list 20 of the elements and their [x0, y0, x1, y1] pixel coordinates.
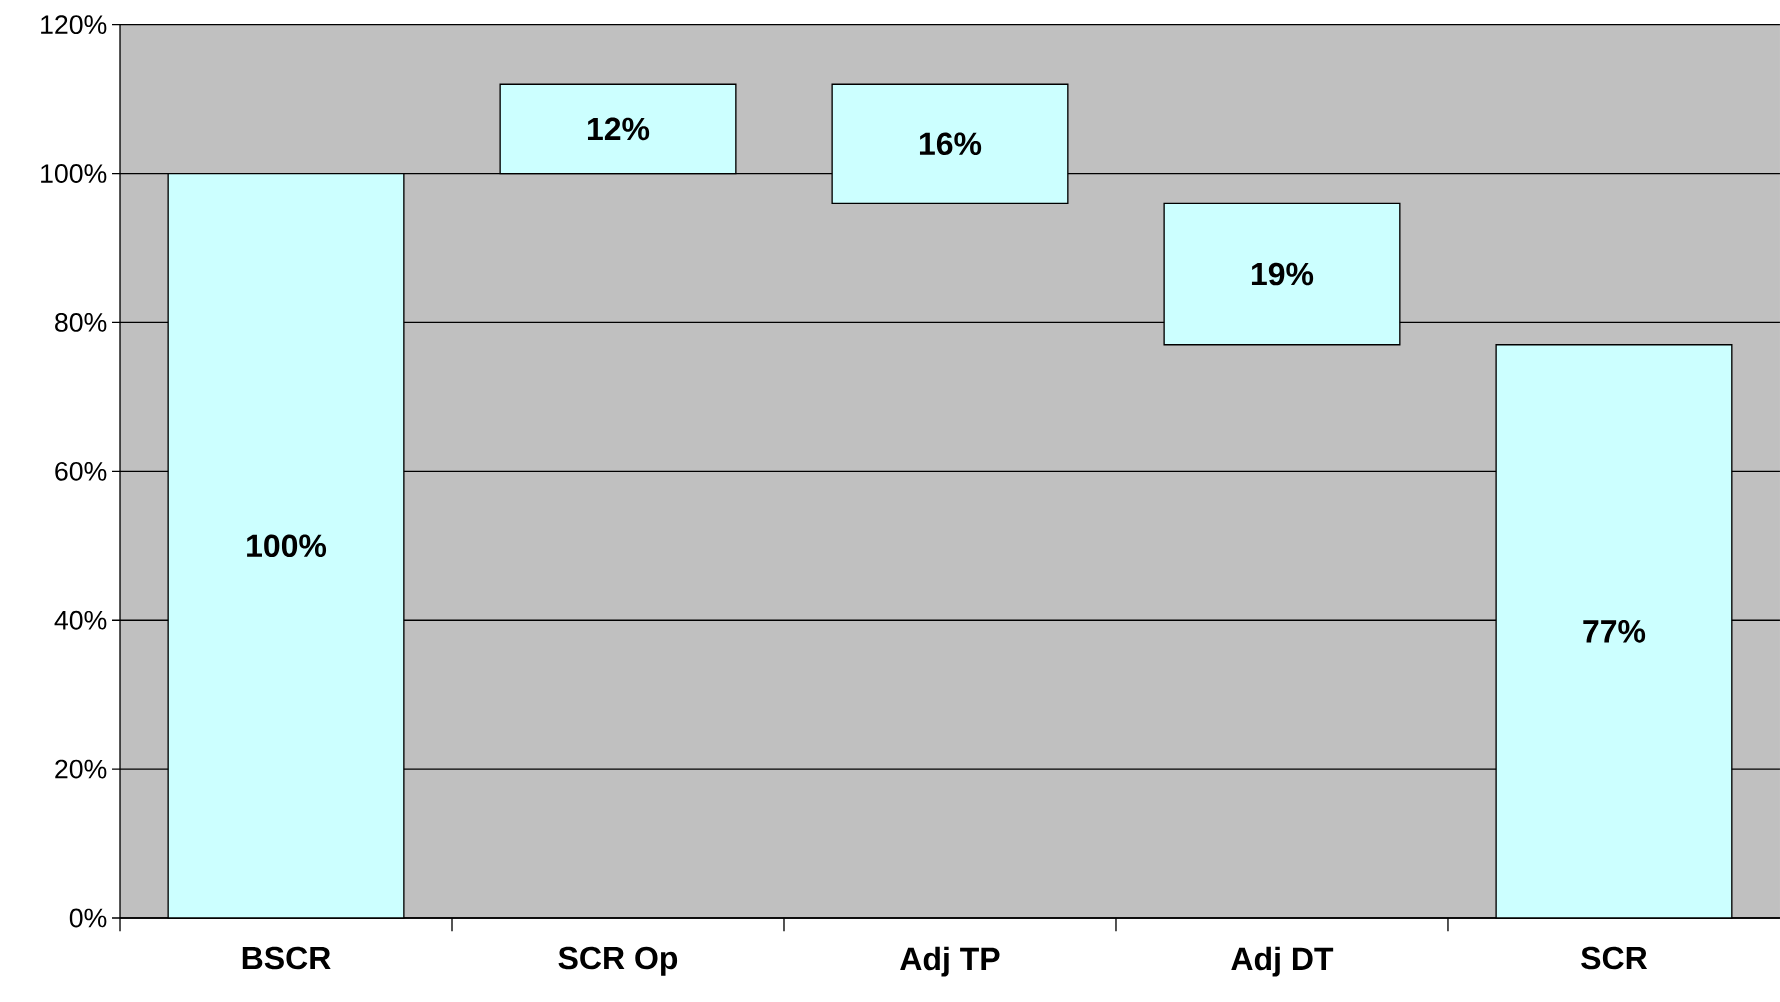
- data-label: 100%: [247, 534, 327, 558]
- data-label: 77%: [1583, 620, 1646, 643]
- data-label: 12%: [587, 117, 650, 141]
- bar: [831, 83, 1069, 204]
- y-tick-label: 60%: [55, 461, 107, 481]
- y-tick-label: 80%: [55, 313, 107, 332]
- data-label: 16%: [919, 132, 982, 156]
- x-tick-label: SCR Op: [558, 946, 678, 976]
- x-tick-label: Adj TP: [900, 946, 1000, 977]
- y-tick-label: 0%: [69, 908, 107, 928]
- x-tick-label: SCR: [1581, 946, 1648, 970]
- bar: [1163, 202, 1401, 346]
- y-tick-label: 120%: [41, 15, 107, 35]
- bar: [499, 83, 737, 175]
- y-tick-label: 100%: [41, 164, 107, 183]
- data-label: 19%: [1251, 262, 1314, 286]
- y-tick-label: 40%: [54, 610, 107, 630]
- y-tick-label: 20%: [55, 759, 107, 779]
- x-tick-label: Adj DT: [1231, 946, 1334, 977]
- x-tick-label: BSCR: [242, 946, 331, 970]
